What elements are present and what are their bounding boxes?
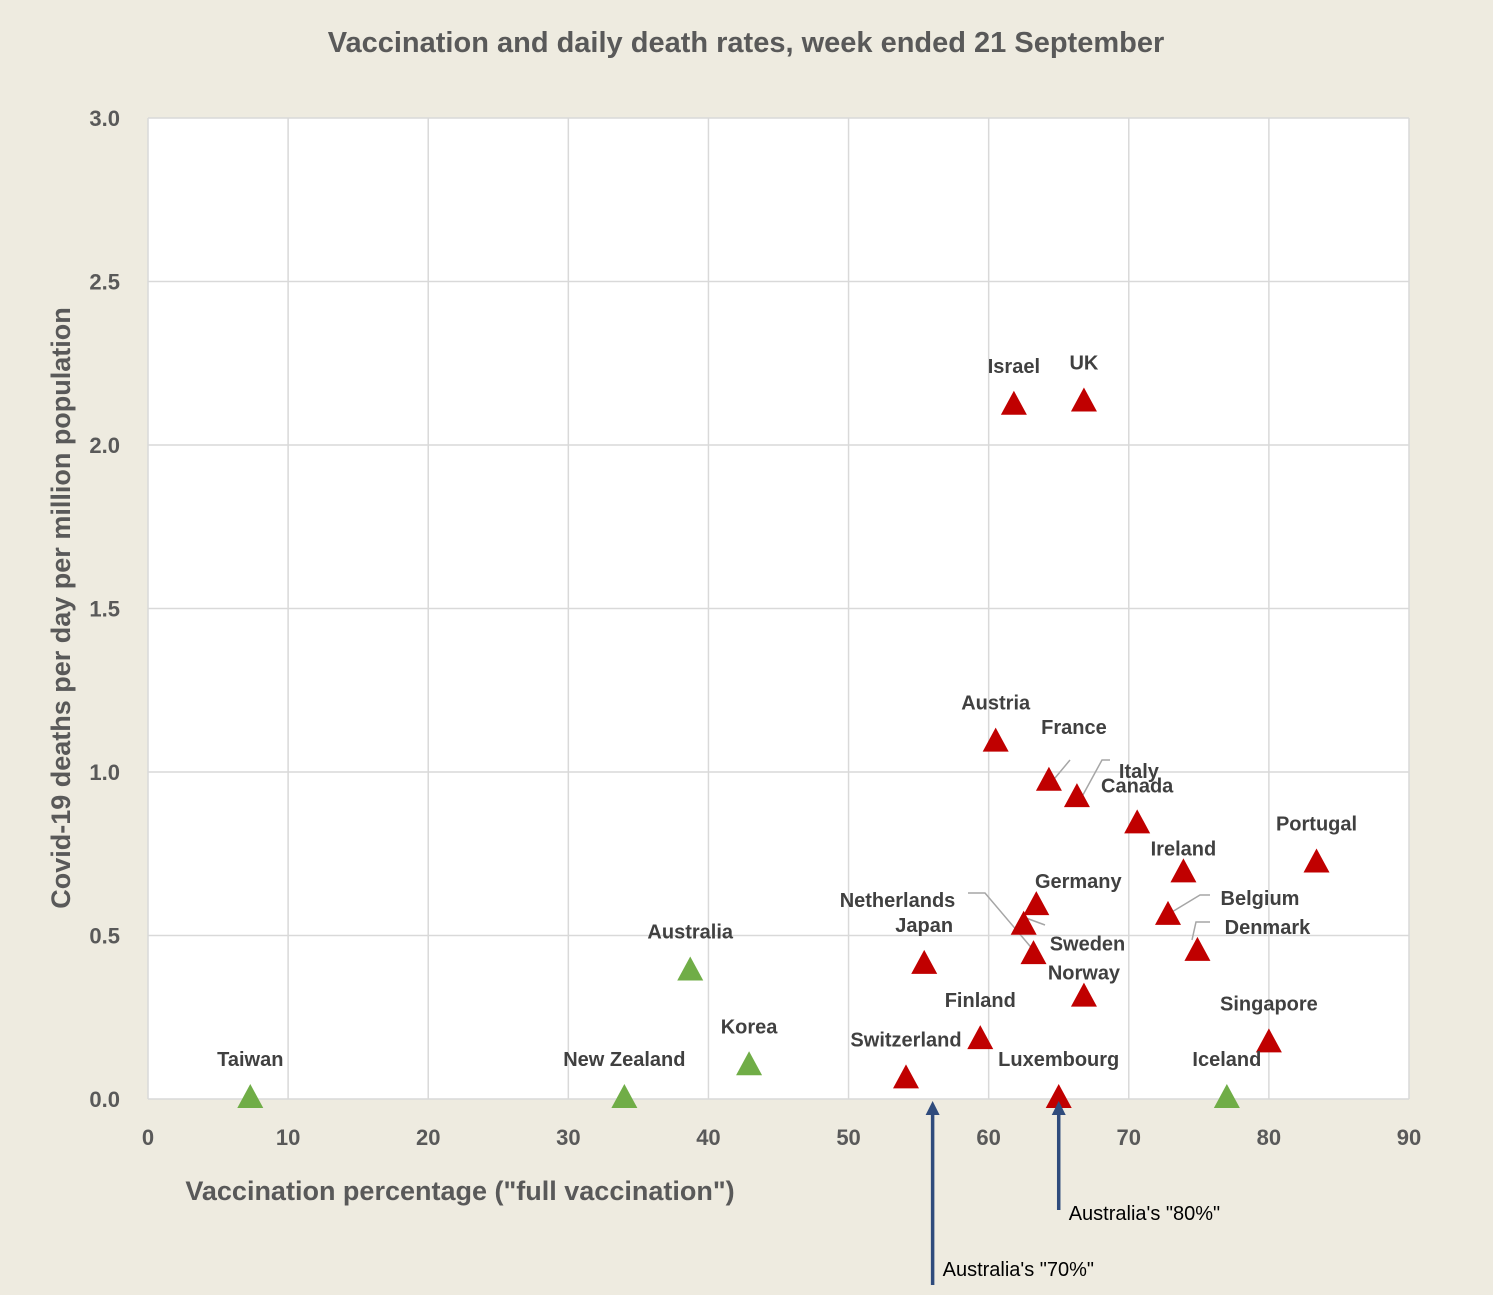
gridlines [147, 117, 1410, 1100]
point-iceland [1213, 1084, 1240, 1108]
label-australia: Australia [647, 921, 733, 943]
label-japan: Japan [895, 915, 953, 937]
x-tick-label: 90 [1397, 1125, 1421, 1150]
x-tick-label: 0 [142, 1125, 154, 1150]
label-singapore: Singapore [1220, 993, 1318, 1015]
label-france: France [1041, 717, 1107, 739]
point-australia [677, 956, 704, 981]
label-taiwan: Taiwan [217, 1049, 283, 1071]
y-tick-label: 3.0 [89, 106, 120, 131]
chart-title: Vaccination and daily death rates, week … [328, 27, 1164, 59]
point-germany [1023, 891, 1050, 916]
point-france [1035, 766, 1062, 791]
label-luxembourg: Luxembourg [998, 1049, 1119, 1071]
point-italy [1063, 783, 1090, 808]
label-canada: Canada [1101, 775, 1174, 797]
point-belgium [1155, 900, 1182, 925]
label-ireland: Ireland [1151, 838, 1217, 860]
connector-belgium [1161, 894, 1210, 919]
annotation-label: Australia's "80%" [1069, 1203, 1220, 1225]
point-austria [982, 727, 1009, 752]
label-iceland: Iceland [1192, 1049, 1261, 1071]
point-luxembourg [1045, 1084, 1072, 1108]
label-finland: Finland [945, 990, 1016, 1012]
point-ireland [1170, 858, 1197, 883]
label-israel: Israel [988, 356, 1040, 378]
x-tick-label: 70 [1117, 1125, 1141, 1150]
x-tick-label: 80 [1257, 1125, 1281, 1150]
point-korea [736, 1051, 763, 1076]
y-tick-label: 0.5 [89, 924, 120, 949]
label-norway: Norway [1048, 963, 1121, 985]
label-austria: Austria [961, 693, 1031, 715]
point-uk [1070, 387, 1097, 412]
data-points [237, 387, 1330, 1108]
y-tick-label: 0.0 [89, 1087, 120, 1112]
label-denmark: Denmark [1225, 917, 1311, 939]
label-italy: Italy [1119, 761, 1160, 783]
label-belgium: Belgium [1221, 888, 1300, 910]
point-portugal [1303, 848, 1330, 873]
label-korea: Korea [721, 1016, 779, 1038]
point-taiwan [237, 1084, 264, 1108]
point-sweden [1010, 910, 1037, 935]
label-new-zealand: New Zealand [563, 1049, 685, 1071]
x-tick-label: 60 [976, 1125, 1000, 1150]
connector-italy [1077, 759, 1110, 805]
tick-labels: 0 10 20 30 40 50 60 70 80 90 0.0 0.5 1.0 1.5 2.0 2.5 3.0 [89, 106, 1421, 1150]
y-axis-label: Covid-19 deaths per day per million popu… [46, 307, 76, 909]
arrow-head [925, 1101, 940, 1115]
point-singapore [1255, 1028, 1282, 1053]
y-tick-label: 2.5 [89, 270, 120, 295]
connector-denmark [1191, 921, 1210, 941]
point-israel [1000, 390, 1027, 415]
point-canada [1124, 809, 1151, 834]
connector-sweden [1025, 917, 1046, 926]
x-tick-label: 20 [416, 1125, 440, 1150]
arrow-head [1051, 1101, 1066, 1115]
label-netherlands: Netherlands [840, 890, 956, 912]
x-axis-label: Vaccination percentage ("full vaccinatio… [185, 1176, 734, 1206]
point-switzerland [893, 1064, 920, 1089]
point-denmark [1184, 936, 1211, 961]
x-tick-label: 10 [276, 1125, 300, 1150]
point-new-zealand [611, 1084, 638, 1108]
annotations: Australia's "70%" Australia's "80%" [925, 1101, 1220, 1285]
label-switzerland: Switzerland [850, 1029, 961, 1051]
x-tick-label: 50 [836, 1125, 860, 1150]
x-tick-label: 30 [556, 1125, 580, 1150]
point-finland [967, 1025, 994, 1050]
point-japan [911, 949, 938, 974]
point-netherlands [1020, 940, 1047, 965]
x-tick-label: 40 [696, 1125, 720, 1150]
label-germany: Germany [1035, 871, 1123, 893]
annotation-label: Australia's "70%" [943, 1259, 1094, 1281]
label-sweden: Sweden [1050, 934, 1126, 956]
point-norway [1070, 982, 1097, 1007]
label-portugal: Portugal [1276, 814, 1357, 836]
y-tick-label: 1.0 [89, 760, 120, 785]
y-tick-label: 1.5 [89, 597, 120, 622]
label-uk: UK [1069, 352, 1098, 374]
y-tick-label: 2.0 [89, 433, 120, 458]
